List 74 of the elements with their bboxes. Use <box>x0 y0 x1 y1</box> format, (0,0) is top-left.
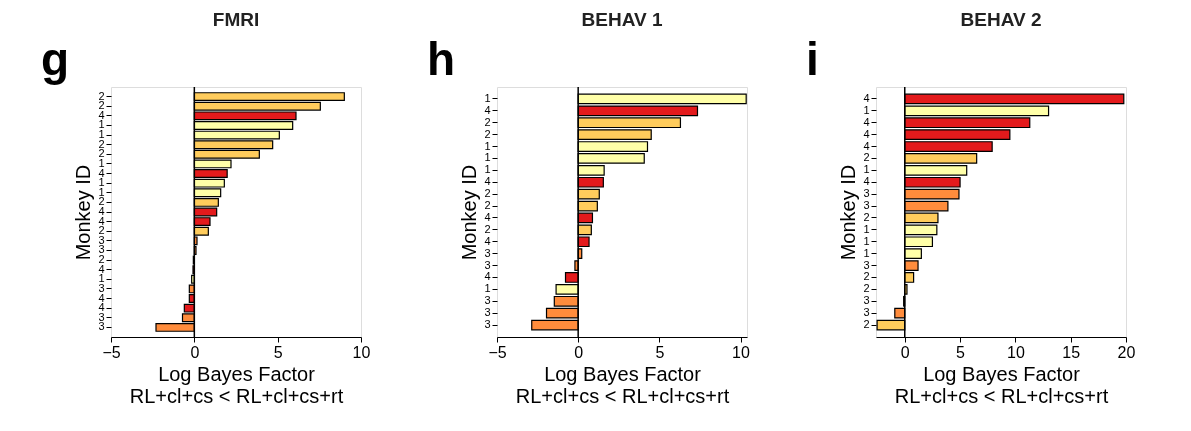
y-tick-label: 2 <box>863 318 870 331</box>
y-tick-label: 1 <box>863 246 870 259</box>
y-tick-label: 3 <box>863 294 870 307</box>
y-tick-label: 1 <box>863 234 870 247</box>
y-tick-label: 4 <box>863 127 870 140</box>
y-tick-label: 4 <box>98 205 105 217</box>
y-tick-label: 2 <box>863 270 870 283</box>
y-tick-label: 3 <box>484 246 491 259</box>
x-tick-label: 0 <box>900 343 910 361</box>
y-tick-label: 4 <box>863 139 870 152</box>
x-tick-label: 10 <box>732 343 751 361</box>
x-tick-label: −5 <box>488 343 507 361</box>
y-tick-label: 3 <box>484 258 491 271</box>
y-tick-label: 3 <box>484 306 491 319</box>
y-tick-label: 4 <box>98 166 105 179</box>
x-tick-label: 5 <box>956 343 966 361</box>
y-tick-label: 1 <box>484 282 491 295</box>
y-tick-label: 1 <box>484 151 491 164</box>
x-axis-title: Log Bayes Factor RL+cl+cs < RL+cl+cs+rt <box>894 362 1109 407</box>
chart-title: FMRI <box>212 9 260 30</box>
x-tick-label: 0 <box>190 343 200 361</box>
y-tick-label: 1 <box>484 139 491 152</box>
chart-title: BEHAV 1 <box>581 9 663 30</box>
y-tick-label: 4 <box>863 91 870 104</box>
y-axis-title: Monkey ID <box>458 164 481 261</box>
y-tick-label: 4 <box>484 234 491 247</box>
y-tick-label: 2 <box>98 195 105 208</box>
x-tick-label: −5 <box>102 343 121 361</box>
y-tick-label: 2 <box>484 127 491 140</box>
y-tick-label: 1 <box>863 222 870 235</box>
x-tick-label: 10 <box>1006 343 1025 361</box>
y-tick-label: 4 <box>863 175 870 188</box>
y-tick-label: 3 <box>863 187 870 200</box>
text: g <box>41 33 70 85</box>
chart-title: BEHAV 2 <box>960 9 1042 30</box>
x-axis-title: Log Bayes Factor RL+cl+cs < RL+cl+cs+rt <box>129 362 344 407</box>
x-tick-label: 5 <box>273 343 283 361</box>
x-tick-label: 20 <box>1117 343 1136 361</box>
y-tick-label: 3 <box>863 306 870 319</box>
x-tick-label: 10 <box>352 343 371 361</box>
y-tick-label: 2 <box>484 115 491 128</box>
y-tick-label: 1 <box>484 91 491 104</box>
y-tick-label: 4 <box>484 103 491 116</box>
y-tick-label: 2 <box>484 187 491 200</box>
y-tick-label: 2 <box>484 199 491 212</box>
y-axis-title: Monkey ID <box>72 164 95 261</box>
x-tick-label: 15 <box>1062 343 1081 361</box>
y-tick-label: 2 <box>863 151 870 164</box>
x-axis-title: Log Bayes Factor RL+cl+cs < RL+cl+cs+rt <box>515 362 730 407</box>
y-tick-label: 2 <box>484 222 491 235</box>
x-tick-label: 5 <box>655 343 665 361</box>
y-tick-label: 4 <box>863 115 870 128</box>
y-tick-label: 2 <box>98 89 105 102</box>
y-tick-label: 1 <box>98 118 105 131</box>
text: i <box>806 33 819 85</box>
y-tick-label: 1 <box>863 103 870 116</box>
y-tick-label: 3 <box>484 294 491 307</box>
y-tick-label: 2 <box>863 210 870 223</box>
y-tick-label: 3 <box>98 320 105 333</box>
y-tick-label: 4 <box>98 214 105 227</box>
y-tick-label: 4 <box>98 291 105 304</box>
y-tick-label: 4 <box>484 270 491 283</box>
y-tick-label: 3 <box>863 258 870 271</box>
y-axis-title: Monkey ID <box>837 164 860 261</box>
text: h <box>427 33 456 85</box>
y-tick-label: 3 <box>98 243 105 256</box>
y-tick-label: 4 <box>484 175 491 188</box>
y-tick-label: 1 <box>484 163 491 176</box>
x-tick-label: 0 <box>574 343 584 361</box>
y-tick-label: 1 <box>863 163 870 176</box>
y-tick-label: 2 <box>863 282 870 295</box>
y-tick-label: 3 <box>484 318 491 331</box>
y-tick-label: 3 <box>863 199 870 212</box>
y-tick-label: 4 <box>484 210 491 223</box>
